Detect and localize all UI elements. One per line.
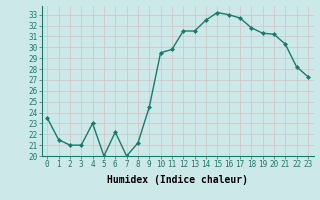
X-axis label: Humidex (Indice chaleur): Humidex (Indice chaleur) <box>107 175 248 185</box>
